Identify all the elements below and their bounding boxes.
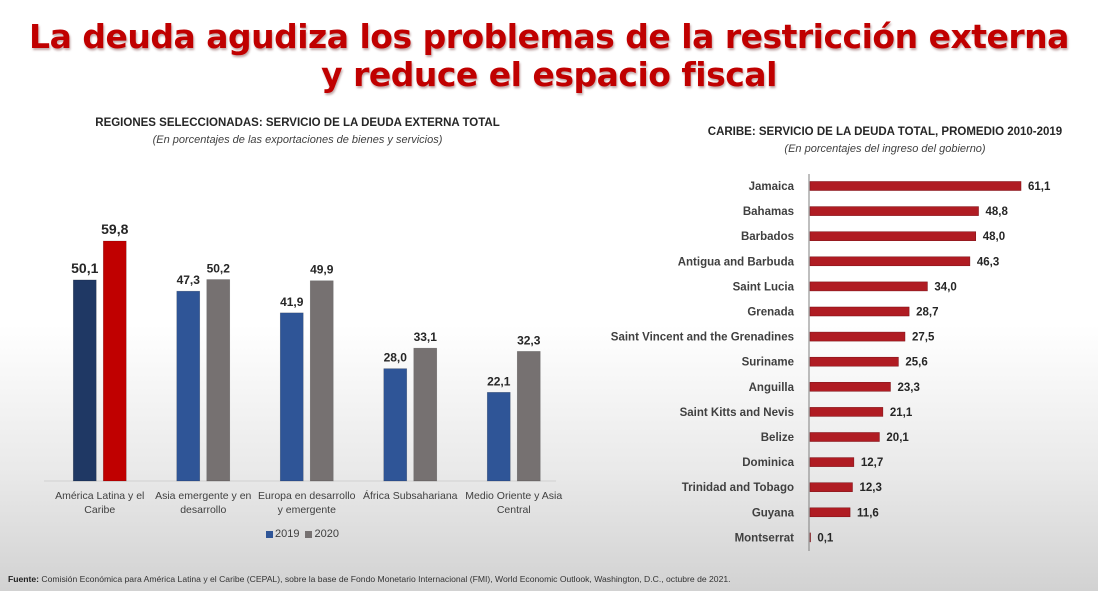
slide-title-line-1: La deuda agudiza los problemas de la res… <box>29 17 1069 56</box>
data-label-2020-1: 50,2 <box>207 262 231 276</box>
country-label-0: Jamaica <box>749 181 795 193</box>
bar-2020-2 <box>309 280 334 482</box>
country-label-14: Montserrat <box>735 532 795 544</box>
bar-2020-1 <box>206 279 231 482</box>
value-label-9: 21,1 <box>890 407 913 419</box>
value-label-3: 46,3 <box>977 256 999 268</box>
value-label-11: 12,7 <box>861 457 883 469</box>
country-label-13: Guyana <box>752 507 795 519</box>
data-label-2020-3: 33,1 <box>414 330 438 344</box>
country-label-10: Belize <box>761 432 794 444</box>
bar-10 <box>809 432 880 442</box>
value-label-5: 28,7 <box>916 307 938 319</box>
bar-0 <box>809 181 1022 191</box>
bar-2019-2 <box>279 312 304 482</box>
caribe-chart-subtitle: (En porcentajes del ingreso del gobierno… <box>784 143 986 155</box>
footnote-label: Fuente: <box>8 574 40 584</box>
value-label-10: 20,1 <box>886 432 909 444</box>
source-footnote: Fuente: Comisión Económica para América … <box>8 574 731 584</box>
caribe-chart-title: CARIBE: SERVICIO DE LA DEUDA TOTAL, PROM… <box>707 126 1063 138</box>
country-label-3: Antigua and Barbuda <box>678 256 795 268</box>
bar-3 <box>809 256 971 267</box>
footnote-text: Comisión Económica para América Latina y… <box>39 574 731 584</box>
data-label-2019-4: 22,1 <box>487 374 511 388</box>
bar-11 <box>809 457 855 467</box>
bar-5 <box>809 306 910 317</box>
legend-item-2020: 2020 <box>305 528 339 540</box>
bar-6 <box>809 331 906 342</box>
bar-2019-0 <box>72 279 97 482</box>
bar-2020-3 <box>413 347 438 482</box>
data-label-2020-2: 49,9 <box>310 263 334 277</box>
category-label-4: Central <box>497 504 531 516</box>
bar-1 <box>809 206 979 216</box>
bar-8 <box>809 382 891 392</box>
country-label-1: Bahamas <box>743 206 794 218</box>
country-label-5: Grenada <box>747 307 794 319</box>
country-label-2: Barbados <box>741 231 794 243</box>
bar-2020-0 <box>102 240 127 482</box>
category-label-0: América Latina y el <box>55 490 144 502</box>
country-label-7: Suriname <box>742 357 794 369</box>
bar-2 <box>809 231 977 241</box>
data-label-2019-1: 47,3 <box>177 273 201 287</box>
bar-14 <box>809 532 811 543</box>
bar-7 <box>809 356 899 367</box>
bar-2020-4 <box>516 351 541 482</box>
country-label-12: Trinidad and Tobago <box>682 482 794 494</box>
value-label-6: 27,5 <box>912 332 935 344</box>
bar-2019-3 <box>383 368 408 482</box>
value-label-2: 48,0 <box>983 231 1005 243</box>
category-label-2: Europa en desarrollo <box>258 490 356 502</box>
legend-label-2019: 2019 <box>275 528 300 540</box>
country-label-6: Saint Vincent and the Grenadines <box>611 332 794 344</box>
country-label-11: Dominica <box>742 457 794 469</box>
legend-swatch-2019 <box>266 530 273 538</box>
slide-title-line-2: y reduce el espacio fiscal <box>321 55 777 94</box>
legend-item-2019: 2019 <box>266 528 299 540</box>
data-label-2019-3: 28,0 <box>384 351 408 365</box>
slide-title: La deuda agudiza los problemas de la res… <box>0 18 1098 94</box>
regions-chart-title: REGIONES SELECCIONADAS: SERVICIO DE LA D… <box>95 117 500 129</box>
country-label-8: Anguilla <box>749 382 795 394</box>
data-label-2019-2: 41,9 <box>280 295 304 309</box>
bar-9 <box>809 407 884 417</box>
category-label-2: y emergente <box>278 504 337 516</box>
bar-4 <box>809 281 928 292</box>
data-label-2020-4: 32,3 <box>517 333 541 347</box>
bar-12 <box>809 482 853 492</box>
legend-label-2020: 2020 <box>314 528 339 540</box>
country-label-4: Saint Lucia <box>733 281 795 293</box>
value-label-0: 61,1 <box>1028 181 1051 193</box>
value-label-14: 0,1 <box>817 532 834 544</box>
regions-chart-subtitle: (En porcentajes de las exportaciones de … <box>152 134 443 146</box>
value-label-4: 34,0 <box>934 281 956 293</box>
category-label-3: África Subsahariana <box>363 489 458 502</box>
bar-2019-4 <box>486 392 511 482</box>
data-label-2019-0: 50,1 <box>71 260 98 276</box>
category-label-0: Caribe <box>84 504 115 516</box>
category-label-1: Asia emergente y en <box>155 490 251 502</box>
category-label-4: Medio Oriente y Asia <box>465 490 562 502</box>
regions-chart-legend: 2019 2020 <box>266 528 339 540</box>
legend-swatch-2020 <box>305 530 313 538</box>
bar-2019-1 <box>176 290 201 482</box>
category-label-1: desarrollo <box>180 504 226 516</box>
value-label-13: 11,6 <box>857 507 879 519</box>
country-label-9: Saint Kitts and Nevis <box>680 407 794 419</box>
bar-13 <box>809 507 851 518</box>
value-label-7: 25,6 <box>905 357 927 369</box>
data-label-2020-0: 59,8 <box>101 221 128 237</box>
value-label-12: 12,3 <box>859 482 881 494</box>
value-label-8: 23,3 <box>897 382 919 394</box>
value-label-1: 48,8 <box>986 206 1009 218</box>
